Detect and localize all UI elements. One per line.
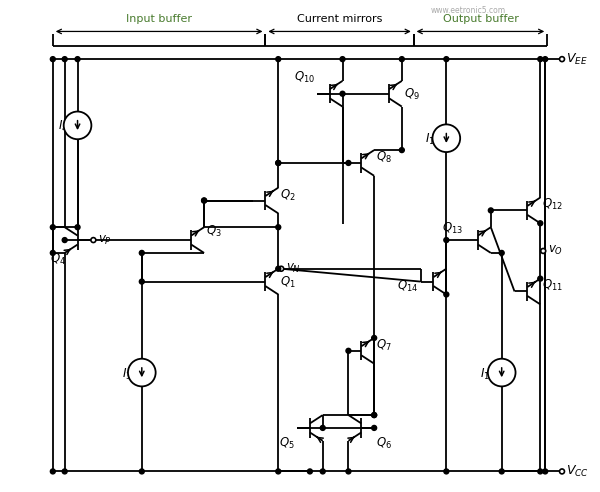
Circle shape: [371, 426, 377, 430]
Circle shape: [64, 112, 91, 139]
Text: $I_{14}$: $I_{14}$: [425, 132, 440, 147]
Circle shape: [543, 469, 548, 474]
Circle shape: [276, 160, 281, 165]
Circle shape: [75, 225, 80, 230]
Circle shape: [139, 250, 144, 255]
Circle shape: [371, 336, 377, 340]
Circle shape: [128, 359, 155, 386]
Text: $Q_{11}$: $Q_{11}$: [542, 277, 563, 293]
Circle shape: [62, 469, 67, 474]
Circle shape: [307, 469, 313, 474]
Circle shape: [371, 413, 377, 418]
Circle shape: [346, 469, 351, 474]
Text: Current mirrors: Current mirrors: [297, 14, 382, 24]
Circle shape: [202, 198, 206, 203]
Circle shape: [50, 469, 55, 474]
Text: $v_N$: $v_N$: [286, 262, 301, 276]
Text: $Q_9$: $Q_9$: [404, 87, 419, 102]
Text: $Q_2$: $Q_2$: [280, 187, 296, 203]
Circle shape: [560, 469, 565, 474]
Circle shape: [139, 279, 144, 284]
Text: $v_P$: $v_P$: [98, 234, 112, 246]
Text: $Q_3$: $Q_3$: [206, 224, 222, 239]
Circle shape: [91, 238, 96, 243]
Circle shape: [538, 221, 543, 226]
Circle shape: [276, 57, 281, 62]
Circle shape: [139, 469, 144, 474]
Circle shape: [371, 413, 377, 418]
Text: $Q_{10}$: $Q_{10}$: [294, 70, 315, 85]
Text: $I_3$: $I_3$: [122, 367, 132, 382]
Circle shape: [346, 348, 351, 353]
Circle shape: [340, 92, 345, 96]
Text: $v_O$: $v_O$: [548, 245, 563, 257]
Circle shape: [444, 292, 449, 297]
Circle shape: [444, 469, 449, 474]
Circle shape: [276, 160, 281, 165]
Circle shape: [538, 469, 543, 474]
Circle shape: [541, 248, 545, 253]
Text: $Q_{14}$: $Q_{14}$: [397, 278, 419, 294]
Circle shape: [62, 57, 67, 62]
Text: $I_4$: $I_4$: [58, 120, 68, 134]
Circle shape: [400, 148, 404, 153]
Circle shape: [276, 225, 281, 230]
Text: $Q_8$: $Q_8$: [376, 150, 392, 165]
Circle shape: [276, 266, 281, 271]
Text: $V_{CC}$: $V_{CC}$: [566, 464, 589, 479]
Circle shape: [444, 238, 449, 243]
Circle shape: [400, 57, 404, 62]
Circle shape: [320, 469, 325, 474]
Text: $Q_1$: $Q_1$: [280, 275, 296, 290]
Circle shape: [279, 266, 284, 271]
Text: Output buffer: Output buffer: [443, 14, 518, 24]
Text: $Q_{12}$: $Q_{12}$: [542, 196, 563, 212]
Text: $Q_6$: $Q_6$: [376, 436, 392, 451]
Circle shape: [50, 225, 55, 230]
Circle shape: [543, 57, 548, 62]
Circle shape: [62, 238, 67, 243]
Circle shape: [499, 250, 504, 255]
Circle shape: [50, 57, 55, 62]
Circle shape: [444, 57, 449, 62]
Circle shape: [560, 57, 565, 62]
Circle shape: [340, 57, 345, 62]
Circle shape: [488, 208, 493, 213]
Circle shape: [538, 57, 543, 62]
Circle shape: [538, 276, 543, 281]
Circle shape: [320, 426, 325, 430]
Text: $I_{13}$: $I_{13}$: [480, 367, 495, 382]
Text: $Q_5$: $Q_5$: [280, 436, 295, 451]
Text: $Q_{13}$: $Q_{13}$: [442, 221, 463, 236]
Circle shape: [346, 160, 351, 165]
Circle shape: [499, 469, 504, 474]
Text: $Q_7$: $Q_7$: [376, 338, 392, 353]
Text: $V_{EE}$: $V_{EE}$: [566, 52, 587, 67]
Circle shape: [433, 124, 460, 152]
Circle shape: [202, 198, 206, 203]
Circle shape: [50, 250, 55, 255]
Circle shape: [276, 469, 281, 474]
Text: www.eetronic5.com: www.eetronic5.com: [431, 6, 506, 15]
Text: Input buffer: Input buffer: [126, 14, 192, 24]
Circle shape: [75, 57, 80, 62]
Text: $Q_4$: $Q_4$: [50, 252, 66, 267]
Circle shape: [488, 359, 515, 386]
